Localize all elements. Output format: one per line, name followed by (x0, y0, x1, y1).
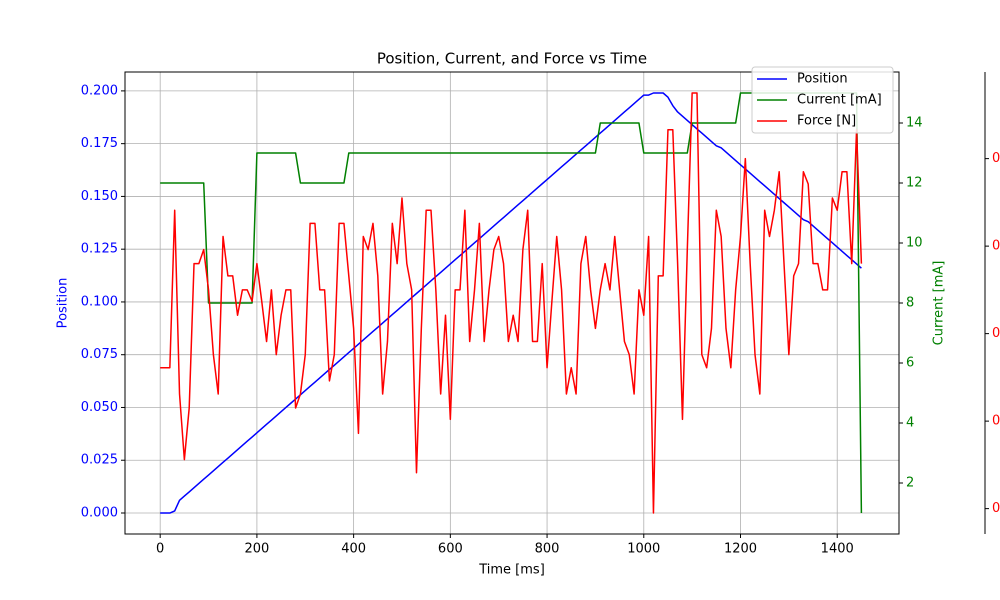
y2-axis-label: Current [mA] (932, 261, 947, 346)
y2-tick-label: 8 (906, 296, 914, 311)
y2-tick-label: 12 (906, 176, 923, 191)
y-tick-label: 0.200 (81, 83, 118, 98)
y-tick-label: 0.100 (81, 294, 118, 309)
grid (125, 72, 899, 534)
legend-box (751, 66, 894, 134)
y3-tick-label: 0.6 (992, 326, 1000, 341)
x-tick-label: 1200 (724, 542, 757, 557)
y-tick-label: 0.075 (81, 347, 118, 362)
legend-label: Current [mA] (797, 93, 882, 108)
legend-label: Force [N] (797, 114, 856, 129)
x-tick-label: 200 (244, 542, 269, 557)
y-tick-label: 0.125 (81, 242, 118, 257)
series-line (160, 92, 863, 514)
legend-label: Position (797, 72, 848, 87)
x-tick-label: 400 (341, 542, 366, 557)
x-tick-label: 600 (438, 542, 463, 557)
y2-tick-label: 2 (906, 476, 914, 491)
y2-tick-label: 6 (906, 356, 914, 371)
y-axis-label: Position (56, 278, 71, 329)
y2-tick-label: 10 (906, 236, 923, 251)
plot-lines (160, 92, 863, 514)
y2-tick-label: 14 (906, 116, 923, 131)
y-tick-label: 0.175 (81, 136, 118, 151)
x-tick-label: 800 (535, 542, 560, 557)
series-line (160, 92, 863, 514)
x-tick-label: 1000 (627, 542, 660, 557)
y-tick-label: 0.000 (81, 506, 118, 521)
chart-title: Position, Current, and Force vs Time (377, 50, 647, 68)
x-tick-label: 1400 (821, 542, 854, 557)
y-tick-label: 0.050 (81, 400, 118, 415)
x-axis-label: Time [ms] (478, 563, 545, 578)
y2-tick-label: 4 (906, 416, 914, 431)
legend: Position Current [mA] Force [N] (751, 66, 894, 134)
y3-tick-label: 0.4 (992, 501, 1000, 516)
y-tick-label: 0.150 (81, 189, 118, 204)
y-tick-label: 0.025 (81, 453, 118, 468)
y3-tick-label: 0.5 (992, 414, 1000, 429)
y3-tick-label: 0.7 (992, 239, 1000, 254)
x-tick-label: 0 (156, 542, 164, 557)
axes: 0 200 400 600 800 1000 1200 1400 0.000 0.025 0.050… (81, 83, 1000, 556)
y3-tick-label: 0.8 (992, 151, 1000, 166)
